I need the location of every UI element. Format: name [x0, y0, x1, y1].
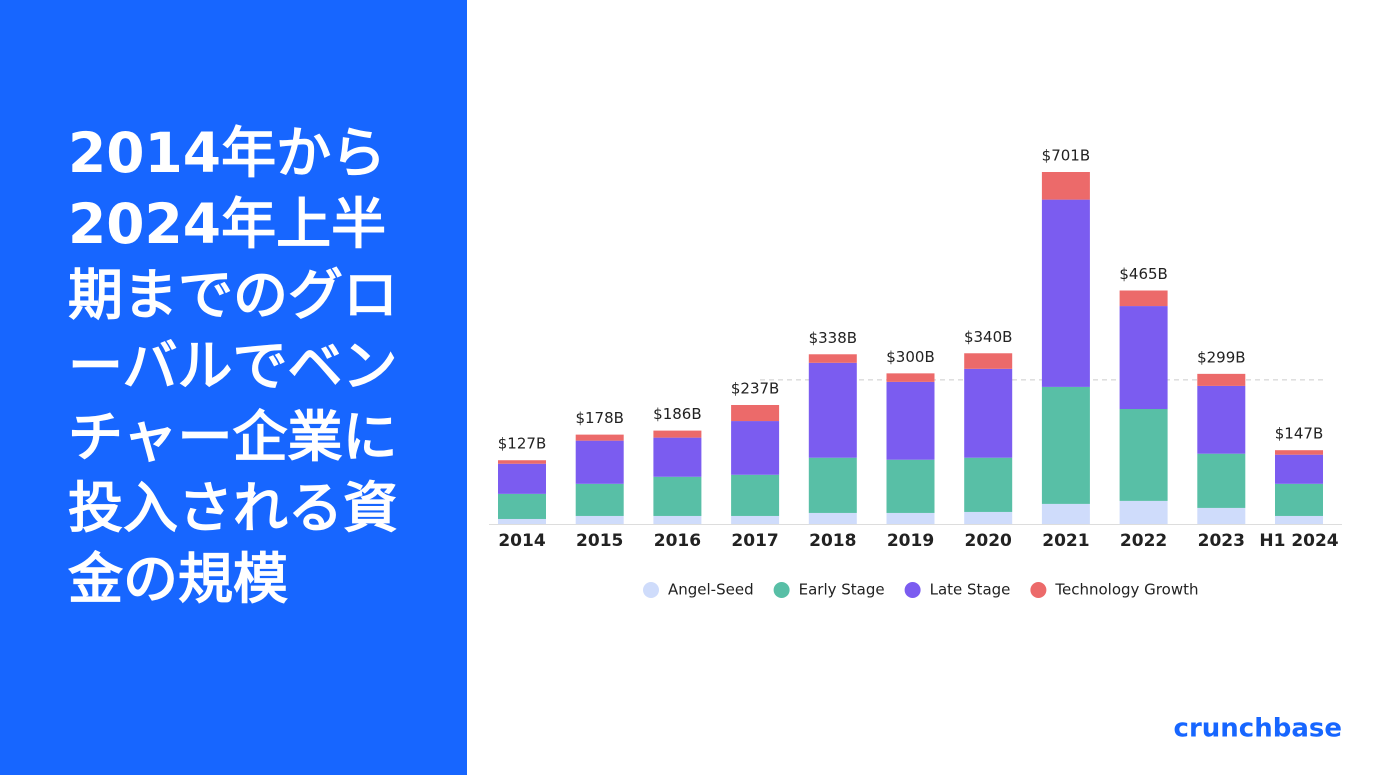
total-label: $465B [1119, 265, 1167, 283]
bar-segment [731, 515, 780, 524]
legend-label: Angel-Seed [668, 581, 754, 599]
x-tick-label: 2018 [809, 531, 856, 551]
x-tick-label: 2017 [731, 531, 778, 551]
x-tick-label: 2015 [576, 531, 623, 551]
total-label: $237B [731, 379, 779, 397]
total-label: $147B [1275, 425, 1323, 443]
bar-segment [1041, 386, 1090, 504]
bar-segment [1197, 385, 1246, 454]
total-label: $186B [653, 405, 701, 423]
x-tick-label: 2020 [965, 531, 1012, 551]
legend-label: Technology Growth [1054, 581, 1198, 599]
bar-segment [808, 362, 857, 458]
bar-segment [1119, 290, 1168, 307]
bar-segment [1041, 503, 1090, 524]
bar-segment [1275, 483, 1323, 516]
total-label: $338B [809, 329, 857, 347]
bar-segment [964, 353, 1013, 369]
total-label: $127B [498, 435, 546, 453]
bar-segment [575, 515, 624, 524]
brand-logo: crunchbase [1174, 714, 1342, 744]
bar-segment [498, 460, 546, 464]
bar-segment [575, 440, 624, 484]
bar-segment [964, 457, 1013, 512]
bar-segment [731, 474, 780, 516]
bar-segment [498, 493, 546, 519]
x-tick-label: 2022 [1120, 531, 1167, 551]
bar-segment [653, 476, 702, 516]
total-label: $340B [964, 328, 1012, 346]
bar-segment [886, 512, 935, 524]
bar-segment [653, 437, 702, 477]
legend-label: Late Stage [930, 581, 1011, 599]
bar-segment [1119, 409, 1168, 501]
bar-segment [886, 373, 935, 382]
x-tick-label: 2014 [498, 531, 545, 551]
bar-segment [1041, 199, 1090, 387]
bar-segment [1197, 373, 1246, 386]
bar-segment [575, 483, 624, 516]
bar-segment [653, 515, 702, 524]
bar-segment [1119, 306, 1168, 410]
bar-segment [1041, 172, 1090, 200]
bar-segment [1275, 450, 1323, 455]
total-label: $701B [1042, 147, 1090, 165]
bar-segment [964, 511, 1013, 524]
bar-segment [1275, 515, 1323, 524]
bar-segment [731, 421, 780, 475]
total-label: $178B [575, 409, 623, 427]
bar-segment [653, 430, 702, 438]
bar-segment [964, 368, 1013, 458]
bar-segment [1197, 507, 1246, 524]
bar-segment [808, 354, 857, 363]
x-tick-label: 2019 [887, 531, 934, 551]
bar-segment [731, 404, 780, 422]
bar-segment [1197, 453, 1246, 508]
bar-segment [886, 459, 935, 513]
bar-segment [1119, 500, 1168, 524]
total-label: $300B [886, 348, 934, 366]
chart-title: 2014年から2024年上半期までのグローバルでベンチャー企業に投入される資金の… [68, 121, 399, 611]
bar-segment [886, 381, 935, 460]
bar-segment [1275, 454, 1323, 484]
x-tick-label: H1 2024 [1259, 531, 1338, 551]
legend-label: Early Stage [799, 581, 885, 599]
title-panel [0, 0, 467, 775]
x-tick-label: 2021 [1042, 531, 1089, 551]
bar-segment [498, 463, 546, 494]
bar-segment [808, 512, 857, 524]
bar-segment [808, 457, 857, 513]
legend-marker [904, 582, 921, 598]
legend-marker [773, 582, 790, 598]
x-tick-label: 2023 [1198, 531, 1245, 551]
bar-segment [498, 518, 546, 524]
x-tick-label: 2016 [654, 531, 701, 551]
legend-marker [1030, 582, 1047, 598]
legend-marker [643, 582, 659, 598]
total-label: $299B [1197, 348, 1245, 366]
bar-segment [575, 434, 624, 441]
